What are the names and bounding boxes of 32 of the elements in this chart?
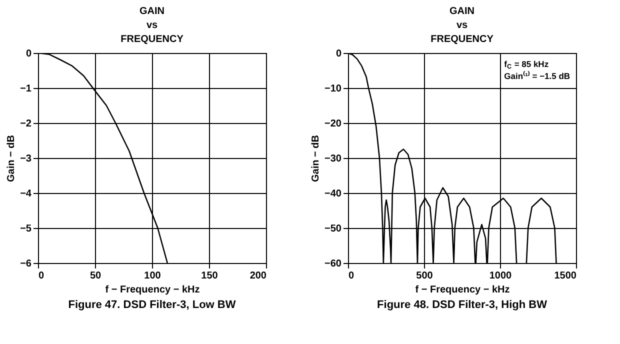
y-tick-label: −4 — [20, 188, 32, 200]
caption: Figure 47. DSD Filter-3, Low BW — [68, 299, 236, 311]
y-tick-label: −10 — [324, 84, 342, 94]
caption: Figure 48. DSD Filter-3, High BW — [377, 299, 548, 311]
chart-title: GAIN vs FREQUENCY — [120, 6, 184, 45]
x-axis-title: f − Frequency − kHz — [105, 284, 200, 296]
y-tick-label: −6 — [20, 258, 32, 270]
y-tick-label: −5 — [20, 224, 32, 234]
y-tick-label: −20 — [324, 118, 342, 130]
x-tick-label: 1500 — [554, 270, 577, 282]
annotation: Gain⁽¹⁾ = −1.5 dB — [504, 71, 570, 81]
y-tick-label: −50 — [324, 224, 342, 234]
x-tick-label: 200 — [250, 270, 267, 282]
x-tick-label: 100 — [144, 270, 162, 282]
y-axis-title: Gain − dB — [310, 135, 322, 182]
y-tick-label: −3 — [20, 154, 32, 164]
x-tick-label: 1000 — [489, 270, 512, 282]
chart-title: GAIN vs FREQUENCY — [430, 6, 494, 45]
y-tick-label: −30 — [324, 154, 342, 164]
x-tick-label: 150 — [201, 270, 218, 282]
x-axis-title: f − Frequency − kHz — [415, 284, 510, 296]
y-tick-label: 0 — [26, 48, 32, 60]
x-tick-label: 0 — [38, 270, 44, 282]
y-tick-label: −40 — [324, 188, 342, 200]
x-tick-label: 0 — [348, 270, 354, 282]
y-tick-label: −1 — [20, 84, 32, 94]
y-tick-label: −60 — [324, 258, 342, 270]
y-tick-label: −2 — [20, 118, 32, 130]
y-axis-title: Gain − dB — [6, 135, 18, 182]
x-tick-label: 50 — [90, 270, 102, 282]
x-tick-label: 500 — [416, 270, 434, 282]
y-tick-label: 0 — [336, 48, 342, 60]
